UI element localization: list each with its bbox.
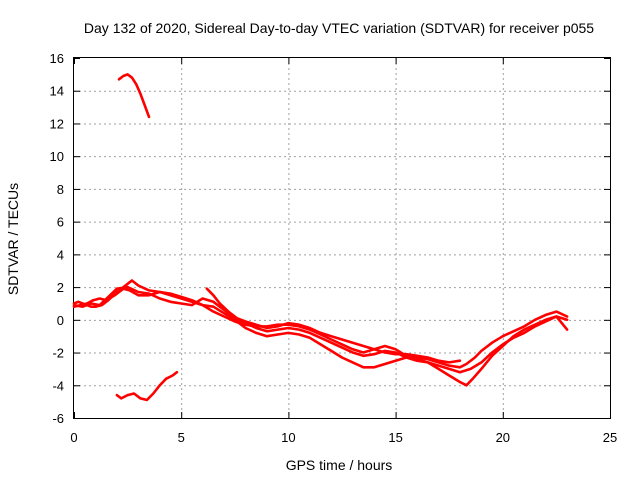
y-tick-label: 4	[57, 247, 64, 262]
series-line-arc-low	[115, 370, 179, 402]
axis-ticks: 0 5 10 15 20 25 -6 -4 -2 0 2 4 6 8 10 12 14 16	[50, 51, 618, 445]
y-tick-label: 0	[57, 313, 64, 328]
x-tick-label: 15	[388, 430, 402, 445]
y-tick-label: 16	[50, 51, 64, 66]
y-tick-label: -4	[52, 378, 64, 393]
x-axis-label: GPS time / hours	[286, 457, 393, 473]
x-tick-label: 25	[603, 430, 617, 445]
x-tick-label: 5	[178, 430, 185, 445]
plot-frame	[73, 57, 611, 419]
series-line-arc-high	[117, 73, 151, 119]
series-group	[72, 73, 569, 402]
y-tick-label: 14	[50, 84, 64, 99]
grid	[74, 58, 610, 418]
x-tick-label: 10	[281, 430, 295, 445]
y-tick-label: 6	[57, 215, 64, 230]
series-line-main-b	[72, 287, 569, 387]
series-line-main-d	[205, 287, 462, 364]
x-tick-label: 20	[496, 430, 510, 445]
y-axis-label: SDTVAR / TECUs	[5, 183, 21, 295]
y-tick-label: 12	[50, 116, 64, 131]
y-tick-label: 8	[57, 182, 64, 197]
y-tick-label: 2	[57, 280, 64, 295]
y-tick-label: -6	[52, 411, 64, 426]
y-tick-label: -2	[52, 346, 64, 361]
y-tick-label: 10	[50, 149, 64, 164]
chart-title: Day 132 of 2020, Sidereal Day-to-day VTE…	[84, 20, 594, 36]
x-tick-label: 0	[70, 430, 77, 445]
series-line-main-c	[72, 285, 569, 374]
